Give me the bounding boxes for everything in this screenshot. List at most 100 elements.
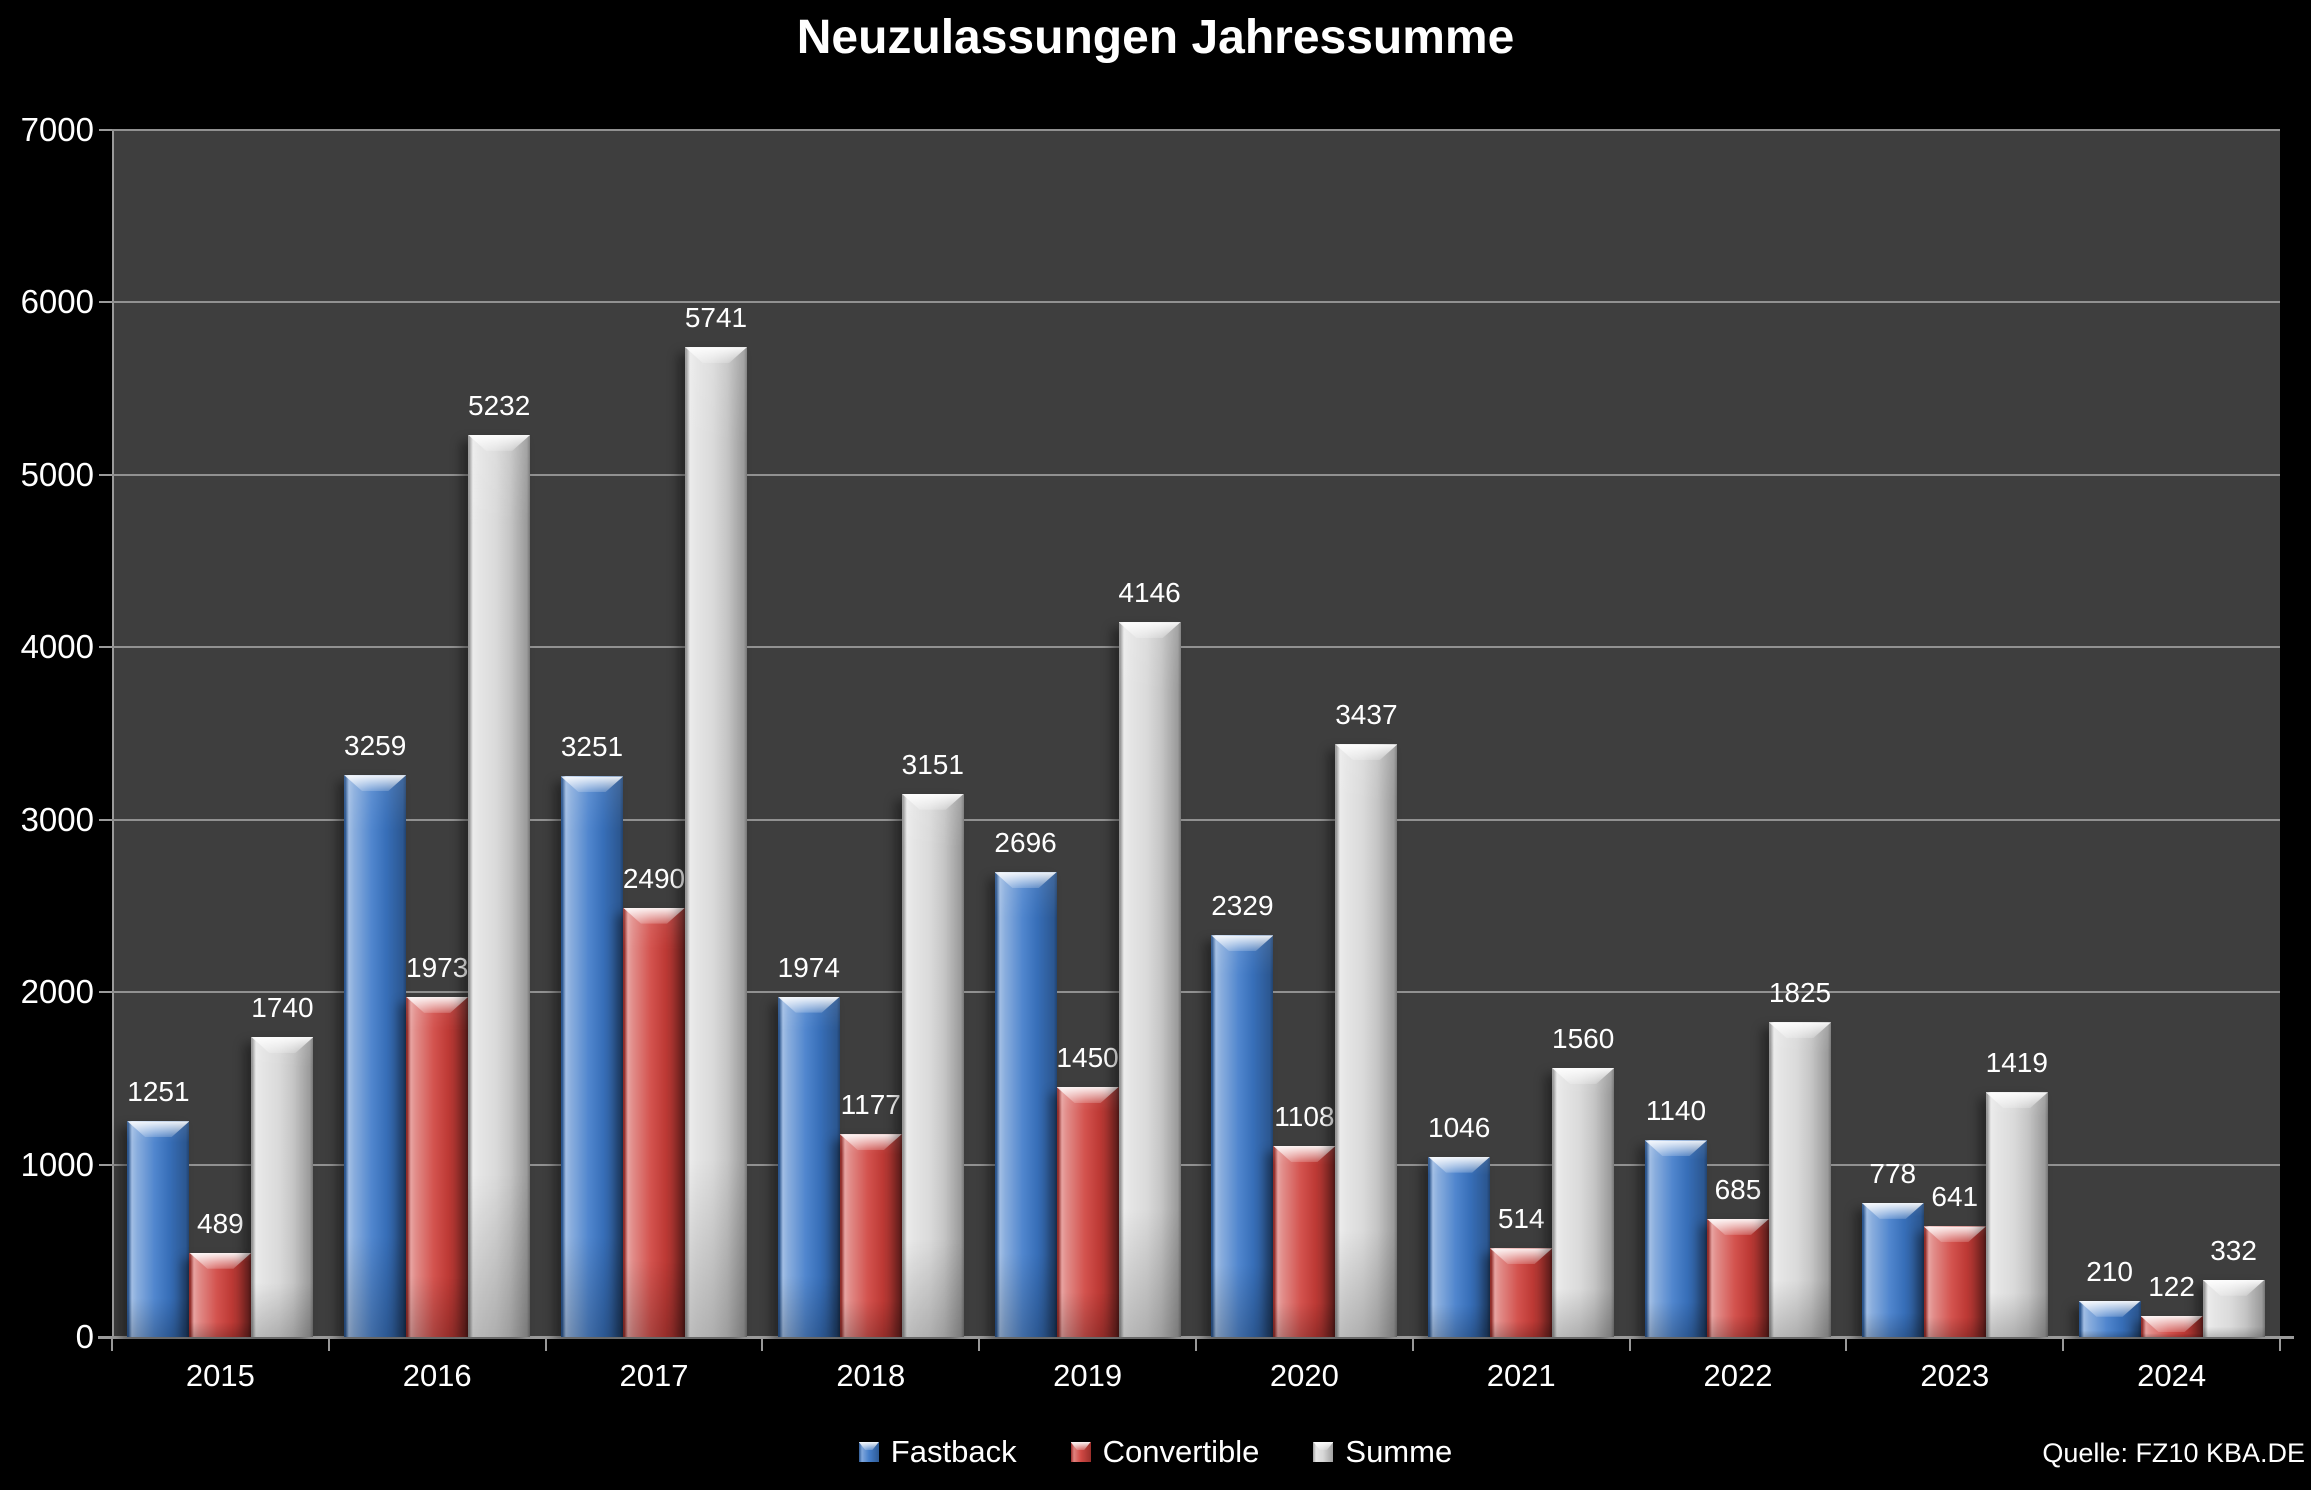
y-axis-tick xyxy=(99,1163,112,1166)
bar-value-label: 3251 xyxy=(560,731,624,763)
bar-group-2024: 210 122 332 xyxy=(2063,130,2280,1337)
bar-value-label: 2490 xyxy=(622,862,686,894)
bar-top-bevel xyxy=(1273,1145,1336,1162)
bar-top-bevel xyxy=(1768,1022,1831,1039)
bar-fastback-2019: 2696 xyxy=(994,827,1057,1337)
bar-top-bevel xyxy=(1706,1218,1769,1235)
bar-value-label: 641 xyxy=(1931,1181,1979,1213)
bar-top-bevel xyxy=(344,775,407,792)
bar-value-label: 332 xyxy=(2210,1234,2257,1266)
y-tick-label: 0 xyxy=(75,1318,94,1355)
bar-value-label: 1140 xyxy=(1645,1095,1707,1127)
legend-swatch-fastback xyxy=(858,1442,879,1462)
bar-convertible-2019: 1450 xyxy=(1056,1042,1119,1337)
bar-top-bevel xyxy=(1552,1068,1615,1085)
bar-value-label: 3437 xyxy=(1335,699,1398,731)
legend-swatch-bevel xyxy=(858,1442,879,1450)
bar-top-bevel xyxy=(1335,744,1398,761)
x-axis-tick xyxy=(2279,1338,2281,1351)
y-axis-tick xyxy=(99,818,112,821)
bar-convertible-2015: 489 xyxy=(189,1208,252,1337)
x-axis-tick xyxy=(1411,1338,1414,1351)
x-axis-line xyxy=(98,1336,2294,1339)
bar-value-label: 5232 xyxy=(468,389,531,421)
bar-summe-2019: 4146 xyxy=(1118,577,1181,1337)
x-tick-label-2019: 2019 xyxy=(1053,1358,1123,1393)
bar-top-bevel xyxy=(839,1134,902,1151)
bar-fastback-2021: 1046 xyxy=(1428,1112,1491,1337)
bar-convertible-2024: 122 xyxy=(2140,1271,2203,1337)
bar-top-bevel xyxy=(777,996,840,1013)
y-tick-label: 3000 xyxy=(20,800,94,838)
bar-fastback-2023: 778 xyxy=(1861,1158,1924,1337)
bar-top-bevel xyxy=(2140,1315,2203,1332)
x-axis-tick xyxy=(1628,1338,1631,1351)
bar-value-label: 1450 xyxy=(1056,1041,1119,1073)
bar-top-bevel xyxy=(901,793,964,810)
bar-convertible-2016: 1973 xyxy=(406,952,468,1337)
y-tick-label: 1000 xyxy=(20,1145,94,1183)
bar-top-bevel xyxy=(1428,1156,1491,1173)
gridline xyxy=(112,818,2280,821)
bar-group-2020: 2329 1108 3437 xyxy=(1196,130,1413,1337)
bar-top-bevel xyxy=(560,776,623,793)
bar-top-bevel xyxy=(1490,1248,1553,1265)
bar-value-label: 210 xyxy=(2086,1255,2133,1287)
bar-value-label: 1740 xyxy=(251,991,314,1023)
legend-item-convertible: Convertible xyxy=(1070,1434,1259,1470)
bar-convertible-2021: 514 xyxy=(1490,1203,1553,1337)
bar-top-bevel xyxy=(994,872,1057,889)
legend-swatch-convertible xyxy=(1070,1442,1091,1462)
bar-value-label: 1108 xyxy=(1274,1100,1335,1132)
bar-value-label: 489 xyxy=(197,1207,244,1239)
bar-top-bevel xyxy=(1211,935,1274,952)
bar-group-2023: 778 641 1419 xyxy=(1846,130,2063,1337)
bar-group-2016: 3259 1973 5232 xyxy=(329,130,546,1337)
gridline xyxy=(112,1163,2280,1166)
bar-value-label: 1560 xyxy=(1552,1023,1615,1055)
x-axis-tick xyxy=(761,1338,764,1351)
bar-value-label: 4146 xyxy=(1118,577,1181,609)
bar-group-2021: 1046 514 1560 xyxy=(1413,130,1630,1337)
gridline xyxy=(112,473,2280,476)
x-tick-label-2020: 2020 xyxy=(1269,1358,1339,1393)
x-tick-label-2024: 2024 xyxy=(2137,1358,2207,1393)
x-tick-label-2022: 2022 xyxy=(1703,1358,1773,1393)
legend: Fastback Convertible Summe xyxy=(0,1434,2311,1470)
x-tick-label-2016: 2016 xyxy=(402,1358,472,1393)
legend-swatch-summe xyxy=(1313,1442,1334,1462)
y-axis-tick xyxy=(99,301,112,304)
y-axis-tick xyxy=(99,1336,112,1338)
bar-top-bevel xyxy=(1644,1140,1707,1157)
bar-summe-2023: 1419 xyxy=(1985,1047,2048,1337)
bar-top-bevel xyxy=(2078,1300,2141,1317)
x-axis-tick xyxy=(1195,1338,1197,1351)
bar-top-bevel xyxy=(1923,1226,1986,1243)
bar-value-label: 1973 xyxy=(406,951,469,983)
x-axis-tick xyxy=(544,1338,547,1351)
bar-value-label: 2696 xyxy=(994,827,1057,859)
bar-group-2015: 1251 489 1740 xyxy=(112,130,329,1337)
bar-convertible-2020: 1108 xyxy=(1273,1101,1336,1337)
legend-label: Summe xyxy=(1345,1434,1453,1469)
y-tick-label: 6000 xyxy=(20,283,94,321)
bar-top-bevel xyxy=(1861,1202,1924,1219)
bar-top-bevel xyxy=(1985,1092,2048,1109)
bar-group-2017: 3251 2490 5741 xyxy=(546,130,763,1337)
y-axis-tick xyxy=(99,646,112,649)
y-axis-line xyxy=(112,130,114,1337)
y-axis-tick xyxy=(99,473,112,476)
bar-top-bevel xyxy=(684,347,747,364)
bar-value-label: 5741 xyxy=(684,302,748,334)
bar-top-bevel xyxy=(189,1252,252,1269)
bar-groups: 1251 489 1740 3259 1973 5232 3251 2490 5741 1974 1… xyxy=(112,130,2280,1337)
bar-convertible-2018: 1177 xyxy=(839,1089,902,1337)
chart-title: Neuzulassungen Jahressumme xyxy=(796,11,1515,64)
bar-summe-2022: 1825 xyxy=(1768,977,1831,1337)
bar-top-bevel xyxy=(1056,1086,1119,1103)
bar-value-label: 685 xyxy=(1714,1173,1762,1205)
legend-label: Fastback xyxy=(890,1434,1017,1469)
bar-top-bevel xyxy=(2202,1279,2265,1296)
legend-item-fastback: Fastback xyxy=(858,1434,1017,1470)
